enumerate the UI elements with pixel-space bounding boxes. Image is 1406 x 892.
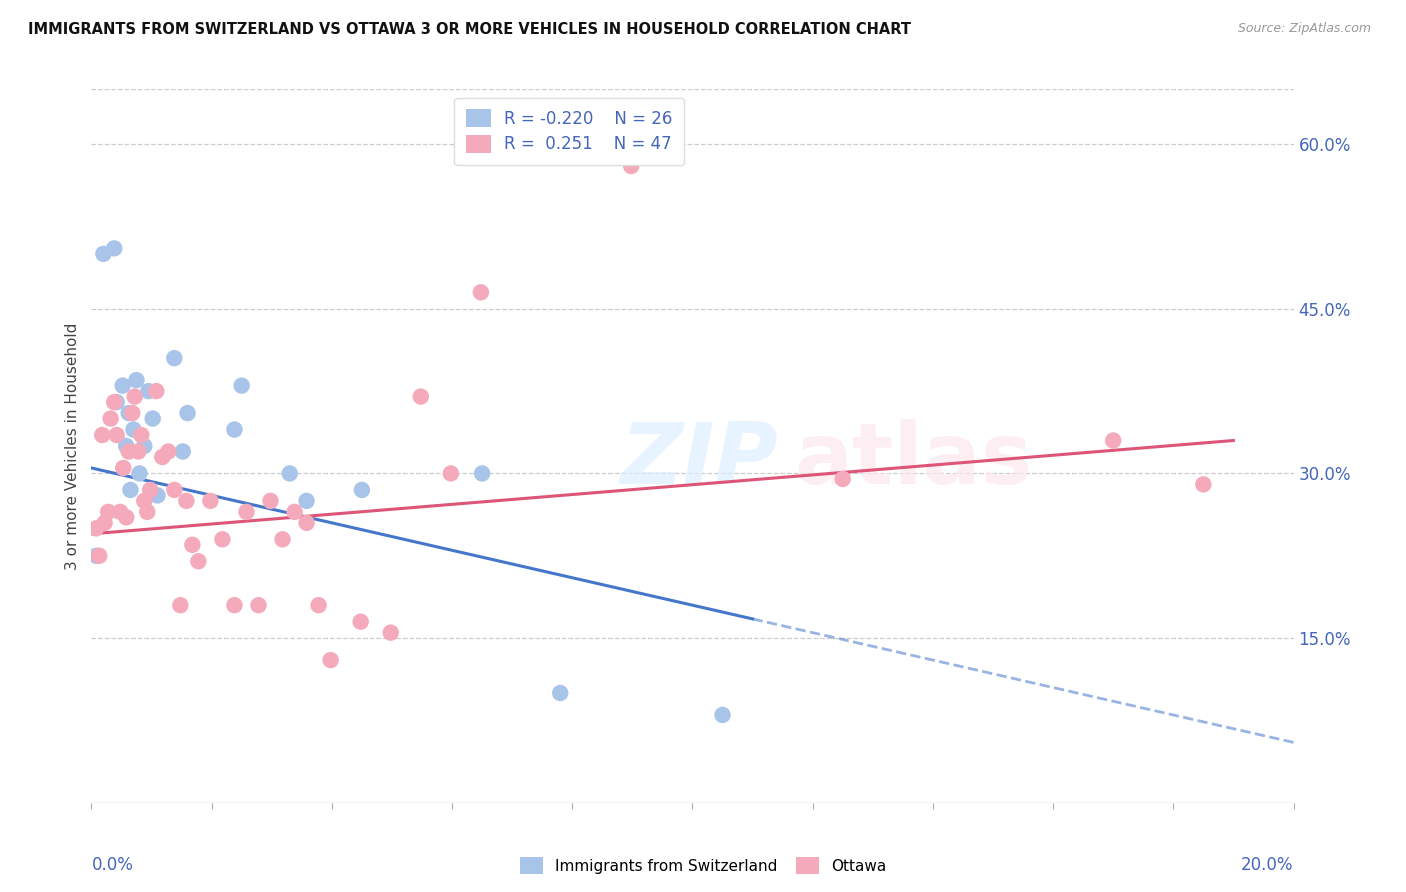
Point <box>118 406 141 420</box>
Point <box>120 483 142 497</box>
Point <box>231 378 253 392</box>
Text: 0.0%: 0.0% <box>91 856 134 874</box>
Point <box>224 598 246 612</box>
Point <box>121 406 143 420</box>
Point <box>129 428 152 442</box>
Point <box>150 450 173 464</box>
Point <box>136 505 159 519</box>
Point <box>89 549 111 563</box>
Point <box>283 505 305 519</box>
Point <box>157 444 180 458</box>
Point <box>711 708 734 723</box>
Point <box>176 406 198 420</box>
Point <box>93 247 115 261</box>
Point <box>139 483 162 497</box>
Point <box>115 439 138 453</box>
Point <box>91 428 114 442</box>
Point <box>84 521 107 535</box>
Point <box>115 510 138 524</box>
Point <box>1192 477 1215 491</box>
Point <box>103 395 125 409</box>
Legend: Immigrants from Switzerland, Ottawa: Immigrants from Switzerland, Ottawa <box>513 851 893 880</box>
Point <box>409 390 432 404</box>
Point <box>93 516 115 530</box>
Point <box>380 625 402 640</box>
Point <box>259 494 281 508</box>
Point <box>471 467 494 481</box>
Point <box>350 615 373 629</box>
Text: ZIP: ZIP <box>620 418 778 502</box>
Text: 20.0%: 20.0% <box>1241 856 1294 874</box>
Text: atlas: atlas <box>794 418 1033 502</box>
Point <box>224 423 246 437</box>
Point <box>134 439 156 453</box>
Point <box>247 598 270 612</box>
Point <box>271 533 294 547</box>
Point <box>235 505 257 519</box>
Point <box>1102 434 1125 448</box>
Point <box>172 444 194 458</box>
Point <box>138 384 160 398</box>
Point <box>100 411 122 425</box>
Point <box>97 505 120 519</box>
Point <box>211 533 233 547</box>
Point <box>470 285 492 300</box>
Point <box>124 390 146 404</box>
Point <box>181 538 204 552</box>
Point <box>122 423 145 437</box>
Point <box>118 444 141 458</box>
Point <box>200 494 222 508</box>
Point <box>163 351 186 366</box>
Point <box>112 461 135 475</box>
Text: IMMIGRANTS FROM SWITZERLAND VS OTTAWA 3 OR MORE VEHICLES IN HOUSEHOLD CORRELATIO: IMMIGRANTS FROM SWITZERLAND VS OTTAWA 3 … <box>28 22 911 37</box>
Point <box>319 653 342 667</box>
Point <box>440 467 463 481</box>
Text: Source: ZipAtlas.com: Source: ZipAtlas.com <box>1237 22 1371 36</box>
Point <box>278 467 301 481</box>
Point <box>146 488 169 502</box>
Point <box>163 483 186 497</box>
Point <box>142 411 165 425</box>
Point <box>169 598 191 612</box>
Point <box>84 549 107 563</box>
Point <box>831 472 853 486</box>
Point <box>127 444 149 458</box>
Point <box>295 494 318 508</box>
Point <box>145 384 167 398</box>
Point <box>548 686 571 700</box>
Point <box>350 483 373 497</box>
Point <box>176 494 198 508</box>
Point <box>125 373 148 387</box>
Point <box>105 428 128 442</box>
Point <box>111 378 134 392</box>
Point <box>187 554 209 568</box>
Point <box>295 516 318 530</box>
Point <box>105 395 128 409</box>
Legend: R = -0.220    N = 26, R =  0.251    N = 47: R = -0.220 N = 26, R = 0.251 N = 47 <box>454 97 685 165</box>
Point <box>308 598 330 612</box>
Point <box>134 494 156 508</box>
Point <box>128 467 150 481</box>
Point <box>103 241 125 255</box>
Point <box>110 505 132 519</box>
Point <box>620 159 643 173</box>
Y-axis label: 3 or more Vehicles in Household: 3 or more Vehicles in Household <box>65 322 80 570</box>
